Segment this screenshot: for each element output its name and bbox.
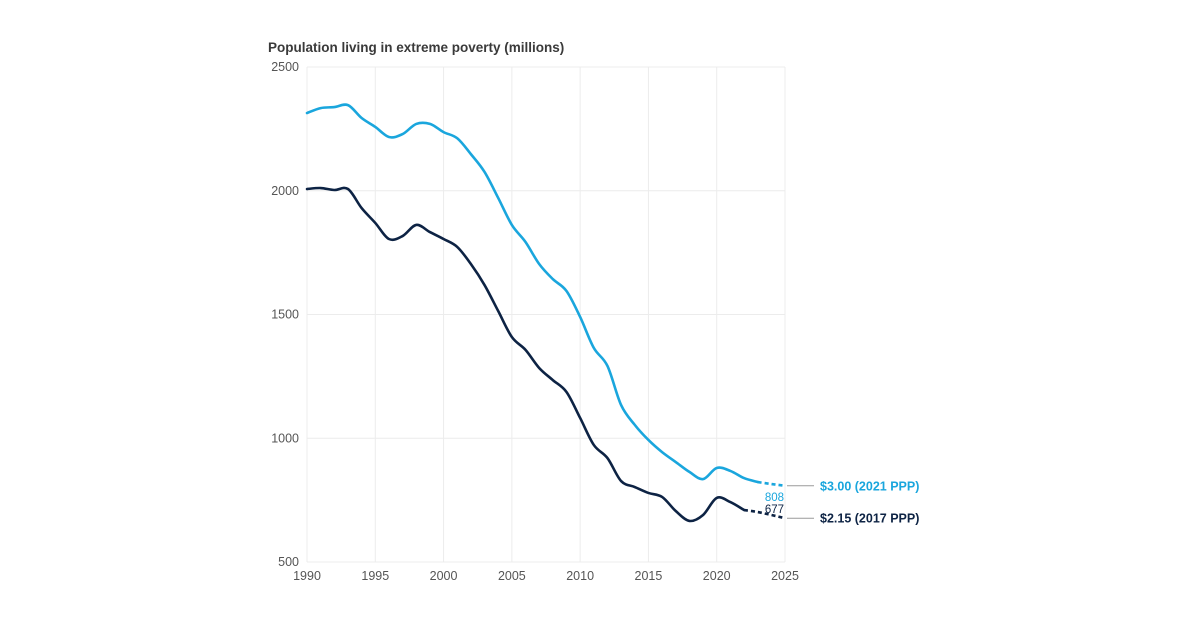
- x-tick-label: 2015: [635, 569, 663, 583]
- series-projection-0: [757, 480, 786, 488]
- series-line-0: [305, 103, 759, 484]
- series-line-1: [305, 186, 746, 523]
- chart-title: Population living in extreme poverty (mi…: [268, 40, 564, 55]
- y-axis-ticks: 500 1000 1500 2000 2500: [271, 60, 299, 569]
- series-label: $3.00 (2021 PPP): [820, 479, 919, 493]
- y-tick-label: 2000: [271, 184, 299, 198]
- series-lines: [305, 103, 786, 523]
- y-tick-label: 1000: [271, 431, 299, 445]
- y-tick-label: 1500: [271, 308, 299, 322]
- grid: [306, 66, 786, 563]
- x-tick-label: 2000: [430, 569, 458, 583]
- series-label: $2.15 (2017 PPP): [820, 512, 919, 526]
- x-axis-ticks: 1990 1995 2000 2005 2010 2015 2020 2025: [293, 569, 799, 583]
- end-value-label: 677: [765, 504, 784, 516]
- series-labels: $3.00 (2021 PPP) 808 $2.15 (2017 PPP) 677: [765, 479, 920, 525]
- x-tick-label: 1995: [361, 569, 389, 583]
- x-tick-label: 2025: [771, 569, 799, 583]
- x-tick-label: 1990: [293, 569, 321, 583]
- y-tick-label: 500: [278, 555, 299, 569]
- x-tick-label: 2020: [703, 569, 731, 583]
- y-tick-label: 2500: [271, 60, 299, 74]
- series-projection-1: [743, 508, 786, 520]
- end-value-label: 808: [765, 492, 784, 504]
- x-tick-label: 2010: [566, 569, 594, 583]
- x-tick-label: 2005: [498, 569, 526, 583]
